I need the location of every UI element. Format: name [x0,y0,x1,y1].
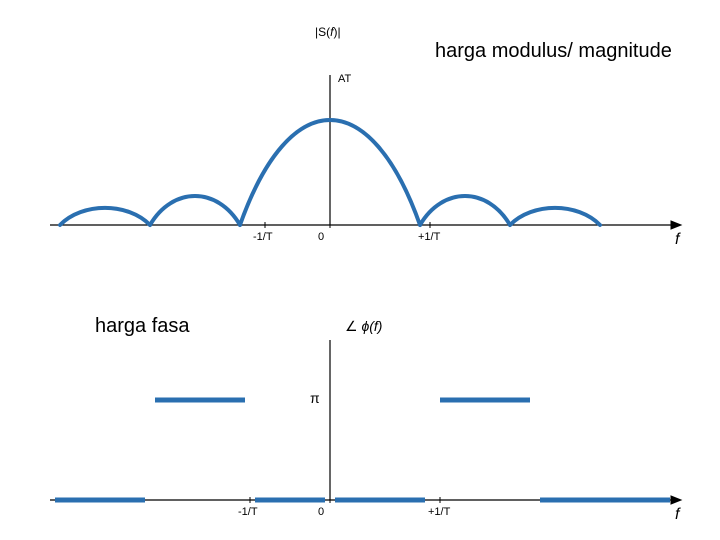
axis-tick-label: +1/T [418,231,440,243]
axis-tick-label: 0 [318,506,324,518]
axis-tick-label: 0 [318,231,324,243]
phase-pi-label: π [310,390,320,406]
phase-subtitle: harga fasa [95,315,190,338]
phase-f-axis-label: f [675,506,679,524]
magnitude-plot [50,75,680,228]
axis-tick-label: -1/T [253,231,273,243]
phase-y-title: ∠ ϕ(f) [345,318,382,335]
figure-canvas [0,0,720,540]
magnitude-peak-label: AT [338,73,351,85]
phase-plot [50,340,680,503]
axis-tick-label: -1/T [238,506,258,518]
magnitude-f-axis-label: f [675,231,679,249]
axis-tick-label: +1/T [428,506,450,518]
magnitude-subtitle: harga modulus/ magnitude [435,40,672,63]
magnitude-y-title: |S(f)| [315,25,341,39]
